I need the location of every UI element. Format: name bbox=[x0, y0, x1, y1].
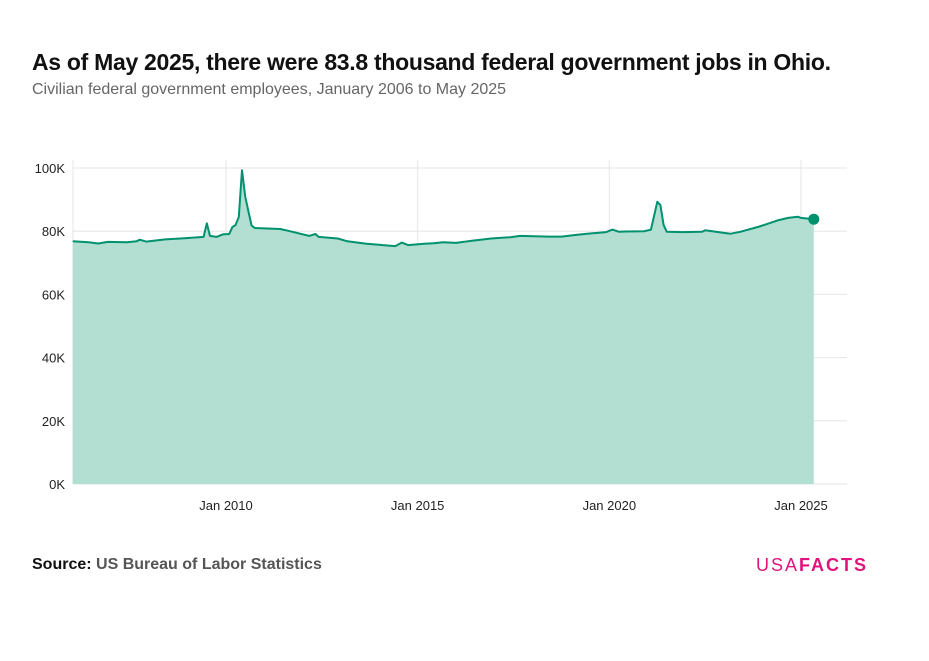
logo-usa: USA bbox=[756, 555, 800, 575]
x-tick-label: Jan 2025 bbox=[774, 498, 828, 513]
source-text: US Bureau of Labor Statistics bbox=[96, 556, 322, 573]
source-label: Source: bbox=[32, 556, 92, 573]
y-tick-label: 20K bbox=[42, 414, 65, 429]
y-tick-label: 40K bbox=[42, 351, 65, 366]
x-tick-label: Jan 2015 bbox=[391, 498, 445, 513]
usafacts-logo[interactable]: USAFACTS bbox=[756, 555, 868, 576]
chart-subtitle: Civilian federal government employees, J… bbox=[32, 81, 507, 98]
y-tick-label: 60K bbox=[42, 287, 65, 302]
y-tick-label: 0K bbox=[49, 477, 65, 492]
last-point-marker[interactable] bbox=[808, 213, 820, 225]
series-area bbox=[72, 170, 814, 484]
chart-title: As of May 2025, there were 83.8 thousand… bbox=[32, 49, 831, 75]
x-tick-label: Jan 2010 bbox=[199, 498, 253, 513]
series-line bbox=[72, 169, 814, 248]
x-tick-label: Jan 2020 bbox=[583, 498, 637, 513]
logo-facts: FACTS bbox=[799, 555, 869, 575]
source-note: Source: US Bureau of Labor Statistics bbox=[32, 556, 322, 574]
y-tick-label: 100K bbox=[35, 161, 66, 176]
axis-layer: 0K 20K 40K 60K 80K 100K Jan 2010 Jan 2015 Jan 20… bbox=[35, 161, 828, 513]
y-tick-label: 80K bbox=[42, 224, 65, 239]
area-layer bbox=[72, 169, 820, 484]
chart: 0K 20K 40K 60K 80K 100K Jan 2010 Jan 2015 Jan 20… bbox=[35, 160, 847, 513]
